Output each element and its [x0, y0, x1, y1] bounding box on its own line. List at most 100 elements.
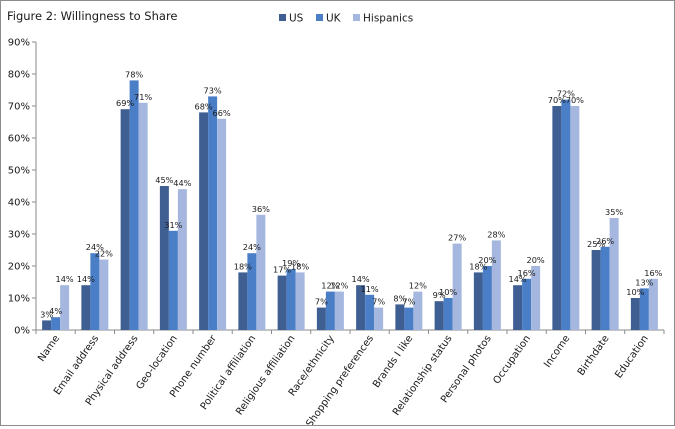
- bar-uk: [90, 253, 100, 330]
- data-label: 31%: [164, 220, 182, 230]
- data-label: 73%: [204, 85, 222, 95]
- bar-hispanics: [295, 272, 305, 330]
- bar-uk: [168, 230, 178, 330]
- bar-uk: [129, 80, 139, 331]
- bar-hispanics: [648, 278, 658, 330]
- bar-hispanics: [531, 266, 541, 330]
- bar-hispanics: [413, 291, 423, 330]
- data-label: 14%: [352, 274, 370, 284]
- data-label: 18%: [469, 261, 487, 271]
- legend-swatch-uk: [316, 14, 323, 21]
- bar-uk: [561, 99, 571, 330]
- y-tick-label: 80%: [8, 70, 30, 81]
- data-label: 27%: [448, 233, 466, 243]
- data-label: 70%: [548, 95, 566, 105]
- category-label: Education: [613, 333, 651, 380]
- bar-hispanics: [452, 243, 462, 330]
- bar-us: [513, 285, 523, 330]
- bar-uk: [443, 298, 453, 330]
- data-label: 70%: [566, 95, 584, 105]
- bar-us: [630, 298, 640, 330]
- data-label: 24%: [86, 242, 104, 252]
- data-label: 78%: [125, 69, 143, 79]
- bar-uk: [522, 278, 532, 330]
- bar-hispanics: [334, 291, 344, 330]
- data-label: 12%: [409, 281, 427, 291]
- bar-us: [473, 272, 483, 330]
- bar-hispanics: [138, 102, 148, 330]
- data-label: 18%: [234, 261, 252, 271]
- bar-uk: [639, 288, 649, 330]
- legend-swatch-hispanics: [353, 14, 360, 21]
- bar-uk: [247, 253, 257, 330]
- legend-label-uk: UK: [326, 13, 342, 25]
- data-label: 69%: [116, 98, 134, 108]
- data-label: 11%: [361, 284, 379, 294]
- bar-hispanics: [374, 307, 384, 330]
- data-label: 72%: [557, 89, 575, 99]
- data-label: 36%: [252, 204, 270, 214]
- y-tick-label: 60%: [8, 134, 30, 145]
- bar-us: [42, 320, 52, 330]
- bar-uk: [208, 96, 218, 331]
- category-label: Name: [36, 333, 62, 363]
- bar-us: [591, 250, 601, 330]
- data-label: 8%: [393, 293, 406, 303]
- axes: 0% 10% 20% 30% 40% 50% 60% 70% 80% 90%: [8, 38, 665, 337]
- bar-hispanics: [256, 214, 266, 330]
- y-tick-label: 10%: [8, 294, 30, 305]
- bar-uk: [365, 294, 375, 330]
- bar-hispanics: [609, 218, 619, 330]
- chart-title: Figure 2: Willingness to Share: [7, 9, 178, 23]
- data-label: 14%: [509, 274, 527, 284]
- bar-us: [159, 186, 169, 330]
- data-label: 13%: [635, 277, 653, 287]
- bar-uk: [51, 317, 61, 330]
- bar-hispanics: [570, 106, 580, 330]
- category-label: Birthdate: [576, 333, 612, 377]
- data-label: 44%: [173, 178, 191, 188]
- bar-us: [434, 301, 444, 330]
- data-label: 4%: [49, 306, 62, 316]
- bar-hispanics: [491, 240, 501, 330]
- y-tick-label: 90%: [8, 38, 30, 49]
- bar-hispanics: [99, 259, 109, 330]
- data-label: 16%: [518, 268, 536, 278]
- bar-uk: [482, 266, 492, 330]
- data-label: 10%: [439, 287, 457, 297]
- data-label: 20%: [478, 255, 496, 265]
- data-label: 19%: [282, 258, 300, 268]
- data-label: 7%: [315, 297, 328, 307]
- category-label: Shopping preferences: [304, 333, 376, 425]
- bar-uk: [286, 269, 296, 330]
- legend-swatch-us: [279, 14, 286, 21]
- data-label: 7%: [402, 297, 415, 307]
- data-label: 35%: [605, 207, 623, 217]
- data-label: 17%: [273, 265, 291, 275]
- bar-hispanics: [217, 118, 227, 330]
- y-tick-label: 50%: [8, 166, 30, 177]
- category-label: Brands I like: [371, 333, 415, 390]
- bar-uk: [325, 291, 335, 330]
- data-label: 68%: [195, 101, 213, 111]
- y-tick-label: 0%: [14, 326, 30, 337]
- data-label: 28%: [487, 229, 505, 239]
- category-label: Occupation: [491, 333, 533, 386]
- y-tick-label: 70%: [8, 102, 30, 113]
- y-tick-label: 30%: [8, 230, 30, 241]
- bar-us: [356, 285, 366, 330]
- data-label: 71%: [134, 92, 152, 102]
- data-label: 12%: [330, 281, 348, 291]
- y-tick-label: 20%: [8, 262, 30, 273]
- legend-label-hispanics: Hispanics: [363, 13, 413, 25]
- bar-us: [277, 275, 287, 330]
- bar-us: [199, 112, 209, 331]
- data-label: 3%: [40, 309, 53, 319]
- data-label: 12%: [321, 281, 339, 291]
- data-label: 24%: [243, 242, 261, 252]
- data-label: 45%: [155, 175, 173, 185]
- y-tick-label: 40%: [8, 198, 30, 209]
- data-label: 10%: [626, 287, 644, 297]
